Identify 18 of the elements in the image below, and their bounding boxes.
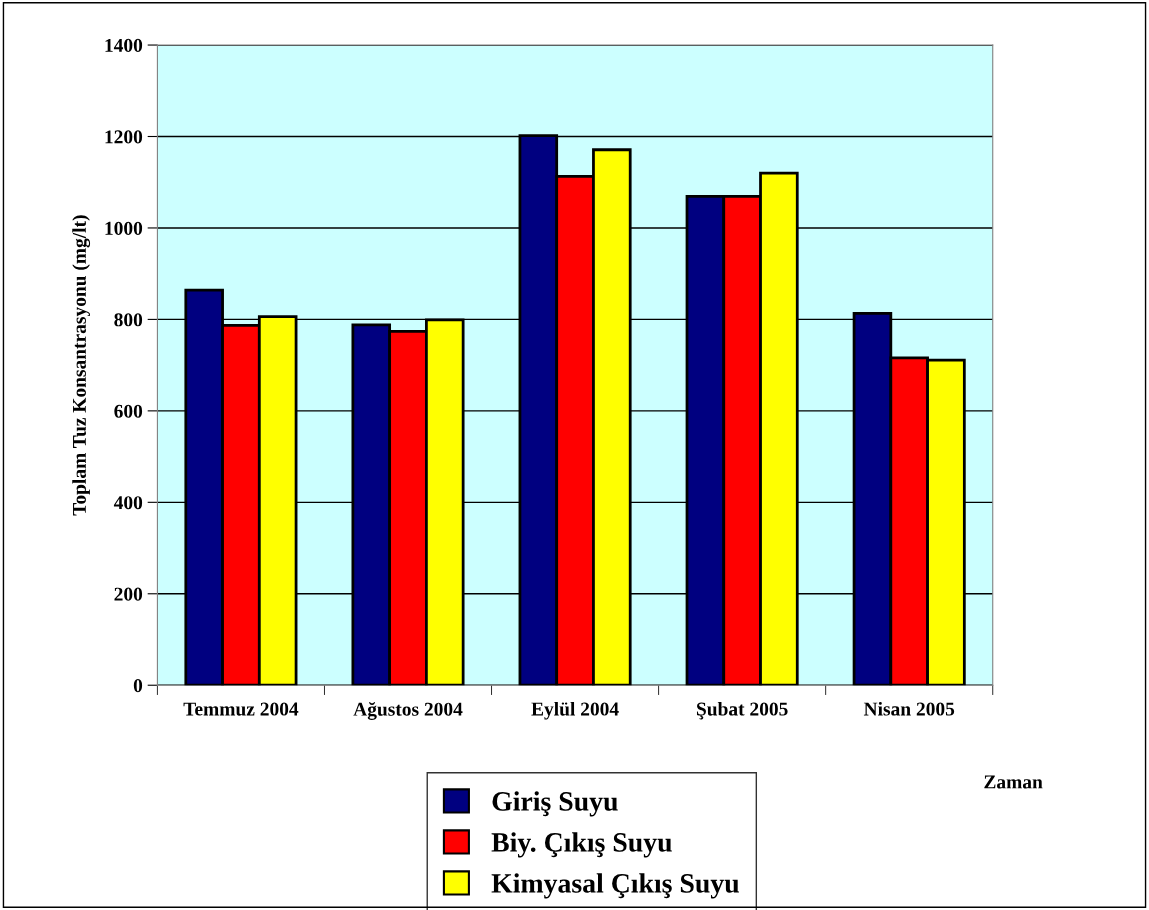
- legend-label: Biy. Çıkış Suyu: [491, 832, 672, 858]
- y-tick-label: 0: [133, 679, 143, 693]
- y-tick-label: 1400: [105, 38, 143, 52]
- y-axis-title: Toplam Tuz Konsantrasyonu (mg/lt): [72, 215, 91, 516]
- y-tick-label: 1200: [105, 130, 143, 144]
- x-tick-label: Ağustos 2004: [353, 701, 463, 720]
- legend-label: Giriş Suyu: [492, 791, 618, 817]
- y-tick-label: 400: [113, 496, 143, 510]
- y-tick-label: 1000: [105, 221, 143, 235]
- x-tick-label: Eylül 2004: [531, 701, 619, 720]
- y-tick-label: 200: [114, 587, 143, 601]
- y-tick-label: 600: [114, 404, 143, 418]
- legend-label: Kimyasal Çıkış Suyu: [491, 873, 739, 899]
- x-tick-label: Şubat 2005: [696, 701, 788, 720]
- x-axis-title: Zaman: [984, 775, 1043, 789]
- x-tick-label: Nisan 2005: [863, 701, 955, 716]
- y-tick-label: 800: [114, 313, 143, 327]
- x-tick-label: Temmuz 2004: [183, 702, 299, 716]
